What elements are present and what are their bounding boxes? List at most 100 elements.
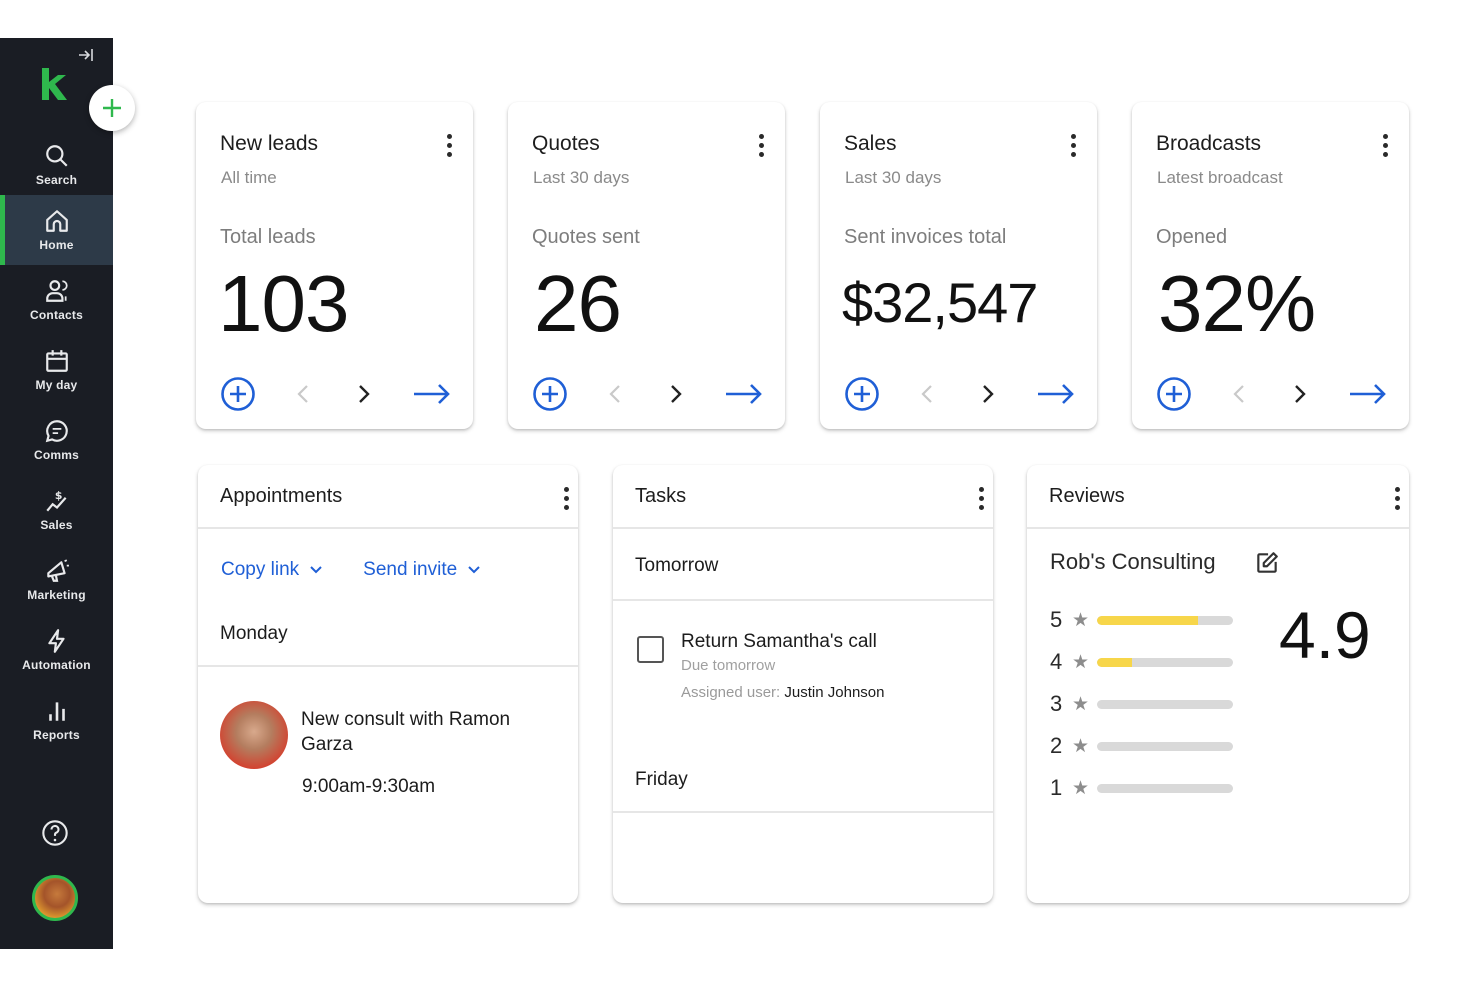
next-button[interactable]: [669, 383, 683, 405]
contact-avatar: [220, 701, 288, 769]
quick-add-button[interactable]: [89, 85, 135, 131]
sidebar-item-marketing[interactable]: Marketing: [0, 545, 113, 615]
stat-card-broadcasts: Broadcasts Latest broadcast Opened 32%: [1132, 102, 1409, 429]
sidebar-item-label: Reports: [33, 728, 80, 742]
task-due: Due tomorrow: [681, 657, 776, 674]
previous-button[interactable]: [608, 383, 622, 405]
more-options-button[interactable]: [759, 134, 765, 157]
card-title: New leads: [220, 132, 319, 155]
calendar-icon: [45, 350, 68, 372]
help-button[interactable]: [41, 819, 69, 852]
add-button[interactable]: [220, 376, 256, 412]
stat-label: Total leads: [220, 226, 316, 248]
star-icon: ★: [1072, 609, 1090, 631]
plus-circle-icon: [1157, 377, 1191, 411]
plus-circle-icon: [533, 377, 567, 411]
add-button[interactable]: [844, 376, 880, 412]
help-icon: [42, 820, 68, 846]
sidebar-item-label: Home: [39, 238, 74, 252]
appointment-title[interactable]: New consult with Ramon Garza: [301, 709, 511, 755]
sidebar-item-sales[interactable]: $ Sales: [0, 475, 113, 545]
next-button[interactable]: [1293, 383, 1307, 405]
group-label: Tomorrow: [635, 555, 719, 576]
more-options-button[interactable]: [564, 487, 570, 510]
rating-breakdown: 5 ★ 4 ★ 3 ★ 2 ★ 1 ★: [1050, 599, 1234, 809]
home-icon: [45, 210, 68, 232]
chevron-left-icon: [921, 385, 932, 403]
sidebar-item-my-day[interactable]: My day: [0, 335, 113, 405]
rating-row-3: 3 ★: [1050, 683, 1234, 725]
rating-bar: [1097, 615, 1234, 625]
more-options-button[interactable]: [1395, 487, 1401, 510]
send-invite-button[interactable]: Send invite: [363, 559, 481, 581]
next-button[interactable]: [981, 383, 995, 405]
group-header: Friday: [613, 745, 993, 813]
add-button[interactable]: [1156, 376, 1192, 412]
sidebar-item-search[interactable]: Search: [0, 130, 113, 200]
more-options-button[interactable]: [1383, 134, 1389, 157]
rating-row-5: 5 ★: [1050, 599, 1234, 641]
card-title: Tasks: [635, 485, 687, 507]
card-title: Reviews: [1049, 485, 1125, 507]
chevron-right-icon: [671, 385, 682, 403]
card-title: Quotes: [532, 132, 600, 155]
arrow-right-icon: [414, 384, 450, 404]
collapse-right-icon: [79, 49, 93, 61]
rating-row-2: 2 ★: [1050, 725, 1234, 767]
megaphone-icon: [46, 559, 69, 582]
view-details-button[interactable]: [725, 383, 763, 405]
more-options-button[interactable]: [1071, 134, 1077, 157]
edit-icon: [1257, 552, 1278, 573]
chevron-right-icon: [359, 385, 370, 403]
day-label: Monday: [220, 623, 288, 644]
plus-circle-icon: [845, 377, 879, 411]
previous-button[interactable]: [920, 383, 934, 405]
assigned-label: Assigned user:: [681, 684, 781, 701]
sidebar-item-label: Search: [35, 173, 78, 187]
sidebar-item-contacts[interactable]: Contacts: [0, 265, 113, 335]
sidebar-item-label: Marketing: [27, 588, 86, 602]
view-details-button[interactable]: [413, 383, 451, 405]
previous-button[interactable]: [1232, 383, 1246, 405]
star-icon: ★: [1072, 735, 1090, 757]
appointment-time: 9:00am-9:30am: [302, 776, 436, 797]
star-icon: ★: [1072, 651, 1090, 673]
card-title: Broadcasts: [1156, 132, 1262, 155]
rating-number: 4: [1050, 649, 1063, 674]
sidebar-item-home[interactable]: Home: [0, 195, 113, 265]
task-checkbox[interactable]: [637, 636, 664, 663]
add-button[interactable]: [532, 376, 568, 412]
star-icon: ★: [1072, 693, 1090, 715]
sidebar-item-label: Comms: [33, 448, 79, 462]
business-name: Rob's Consulting: [1050, 549, 1216, 574]
arrow-right-icon: [1038, 384, 1074, 404]
card-title: Appointments: [220, 485, 343, 507]
group-header: Tomorrow: [613, 531, 993, 601]
svg-text:$: $: [54, 489, 62, 502]
more-options-button[interactable]: [979, 487, 985, 510]
star-icon: ★: [1072, 777, 1090, 799]
user-avatar[interactable]: [32, 875, 78, 921]
stat-value: 26: [534, 259, 622, 348]
view-details-button[interactable]: [1349, 383, 1387, 405]
collapse-sidebar-button[interactable]: [78, 48, 94, 66]
task-title[interactable]: Return Samantha's call: [681, 631, 877, 652]
stat-value: 32%: [1158, 259, 1316, 348]
previous-button[interactable]: [296, 383, 310, 405]
next-button[interactable]: [357, 383, 371, 405]
arrow-right-icon: [1350, 384, 1386, 404]
plus-circle-icon: [221, 377, 255, 411]
card-subtitle: Latest broadcast: [1157, 168, 1283, 187]
more-options-button[interactable]: [447, 134, 453, 157]
copy-link-button[interactable]: Copy link: [221, 559, 323, 581]
edit-button[interactable]: [1254, 550, 1280, 581]
sidebar-item-reports[interactable]: Reports: [0, 685, 113, 755]
sidebar-item-automation[interactable]: Automation: [0, 615, 113, 685]
view-details-button[interactable]: [1037, 383, 1075, 405]
copy-link-label: Copy link: [221, 559, 300, 580]
chat-icon: [45, 420, 68, 443]
chevron-left-icon: [297, 385, 308, 403]
stat-label: Opened: [1156, 226, 1228, 248]
send-invite-label: Send invite: [363, 559, 458, 580]
sidebar-item-comms[interactable]: Comms: [0, 405, 113, 475]
